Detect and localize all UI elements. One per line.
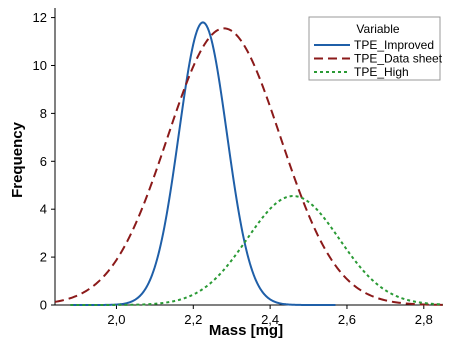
legend-box — [308, 16, 441, 81]
x-tick-label: 2,4 — [261, 312, 279, 327]
y-tick-label: 4 — [40, 202, 47, 217]
x-tick-label: 2,8 — [415, 312, 433, 327]
y-axis-title: Frequency — [9, 121, 26, 198]
x-tick-label: 2,0 — [107, 312, 125, 327]
legend-label: TPE_Improved — [354, 38, 434, 52]
x-tick-label: 2,2 — [184, 312, 202, 327]
y-tick-label: 2 — [40, 250, 47, 265]
y-tick-label: 8 — [40, 106, 47, 121]
y-tick-label: 12 — [33, 10, 47, 25]
series-line-tpe-high — [70, 195, 444, 306]
legend-title: Variable — [356, 22, 399, 36]
x-tick-label: 2,6 — [338, 312, 356, 327]
y-tick-label: 6 — [40, 154, 47, 169]
y-tick-label: 10 — [33, 58, 47, 73]
plot-area: 0 2 4 6 8 10 12 2,0 2,2 2,4 2,6 2,8 — [33, 8, 444, 327]
y-tick-label: 0 — [40, 298, 47, 313]
x-axis-title: Mass [mg] — [209, 322, 283, 339]
legend-label: TPE_Data sheet — [354, 52, 443, 66]
legend-label: TPE_High — [354, 65, 409, 79]
